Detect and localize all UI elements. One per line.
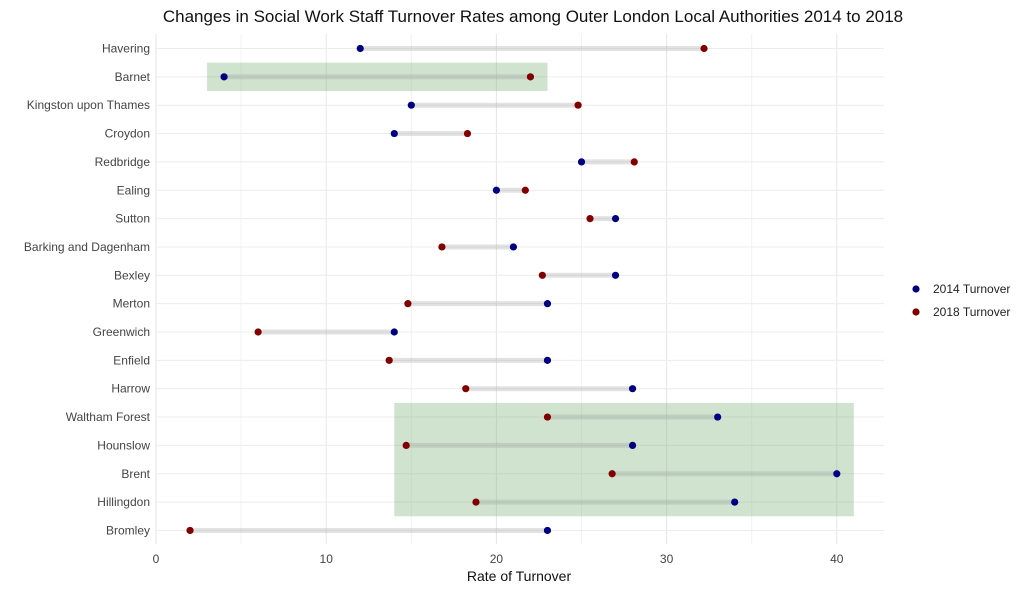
point-2018-redbridge: [630, 158, 638, 166]
point-2018-merton: [404, 300, 412, 308]
y-label: Enfield: [113, 353, 150, 367]
point-2014-merton: [543, 300, 552, 308]
y-label: Barking and Dagenham: [24, 240, 150, 254]
point-2018-harrow: [462, 385, 470, 393]
highlight-region: [207, 62, 548, 92]
point-2018-brent: [608, 470, 616, 478]
chart-title: Changes in Social Work Staff Turnover Ra…: [163, 7, 903, 26]
points: [186, 44, 841, 535]
x-tick-label: 40: [830, 552, 844, 566]
point-2018-kingston-upon-thames: [574, 101, 582, 109]
y-label: Croydon: [105, 127, 150, 141]
y-label: Barnet: [115, 70, 151, 84]
y-label: Bromley: [106, 523, 150, 537]
legend: 2014 Turnover 2018 Turnover: [912, 282, 1010, 319]
y-label: Waltham Forest: [66, 410, 151, 424]
highlight-region: [394, 402, 854, 517]
point-2018-enfield: [385, 356, 393, 364]
highlight-regions: [207, 62, 854, 517]
point-2014-greenwich: [390, 328, 398, 336]
point-2014-brent: [833, 470, 841, 478]
point-2018-bexley: [538, 271, 546, 279]
y-label: Merton: [113, 297, 150, 311]
point-2018-waltham-forest: [543, 413, 552, 421]
point-2018-sutton: [586, 215, 594, 223]
point-2014-kingston-upon-thames: [407, 101, 415, 109]
x-tick-label: 10: [320, 552, 334, 566]
y-label: Bexley: [114, 268, 150, 282]
point-2014-bromley: [543, 526, 552, 535]
point-2014-sutton: [611, 215, 620, 223]
point-2014-barnet: [220, 73, 228, 81]
point-2018-hillingdon: [472, 498, 480, 506]
x-tick-label: 20: [490, 552, 504, 566]
y-label: Harrow: [111, 382, 150, 396]
point-2014-hillingdon: [731, 498, 739, 506]
point-2014-redbridge: [577, 158, 586, 166]
point-2014-havering: [356, 44, 364, 53]
point-2014-ealing: [492, 186, 500, 194]
point-2018-barking-and-dagenham: [438, 243, 446, 251]
point-2018-croydon: [463, 129, 472, 138]
y-label: Hounslow: [97, 438, 150, 452]
point-2014-enfield: [543, 356, 552, 364]
y-label: Redbridge: [95, 155, 151, 169]
segments: [190, 46, 837, 533]
y-label: Kingston upon Thames: [27, 98, 150, 112]
point-2018-bromley: [186, 526, 194, 535]
legend-label: 2014 Turnover: [933, 282, 1010, 296]
x-tick-label: 30: [660, 552, 674, 566]
y-label: Sutton: [115, 212, 150, 226]
point-2014-harrow: [628, 385, 637, 393]
point-2018-hounslow: [402, 441, 410, 449]
legend-marker: [912, 308, 920, 316]
y-label: Ealing: [117, 183, 150, 197]
point-2014-waltham-forest: [714, 413, 722, 421]
point-2018-greenwich: [254, 328, 262, 336]
point-2018-ealing: [521, 186, 529, 194]
legend-label: 2018 Turnover: [933, 305, 1010, 319]
point-2014-barking-and-dagenham: [509, 243, 518, 251]
grid: [155, 34, 884, 544]
point-2018-barnet: [526, 73, 535, 81]
x-tick-label: 0: [153, 552, 160, 566]
y-label: Brent: [121, 467, 150, 481]
point-2014-bexley: [611, 271, 620, 279]
point-2014-hounslow: [628, 441, 637, 449]
y-label: Greenwich: [93, 325, 150, 339]
x-axis-ticks: 0 10 20 30 40: [153, 552, 844, 566]
legend-marker: [912, 285, 920, 293]
x-axis-title: Rate of Turnover: [467, 568, 572, 584]
y-label: Hillingdon: [97, 495, 150, 509]
y-axis-labels: Havering Barnet Kingston upon Thames Croydo…: [24, 42, 151, 538]
y-label: Havering: [102, 42, 150, 56]
point-2018-havering: [700, 44, 708, 53]
point-2014-croydon: [390, 129, 398, 138]
